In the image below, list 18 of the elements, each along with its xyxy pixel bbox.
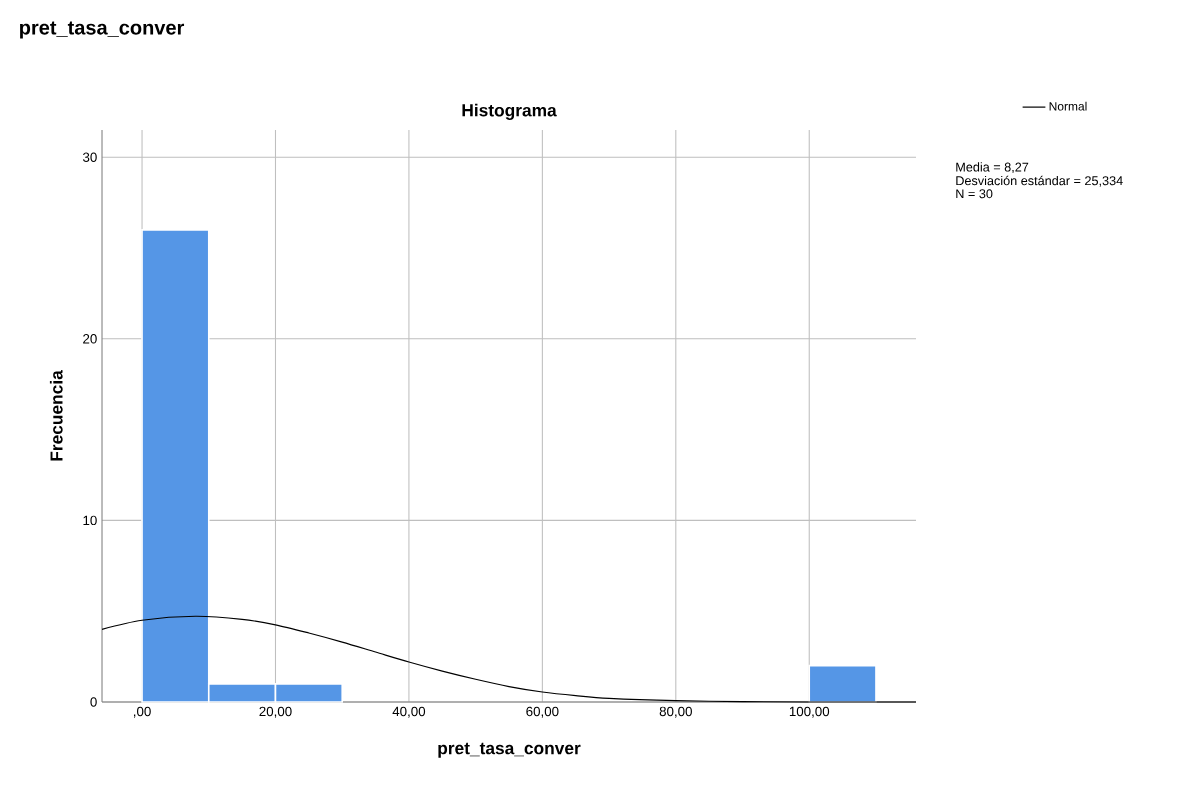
x-tick-label: 100,00 (789, 706, 830, 718)
text: Desviación estándar = 25,334 (956, 175, 1123, 187)
x-tick-label: 80,00 (659, 706, 692, 718)
x-axis-title: pret_tasa_conver (438, 742, 581, 758)
y-tick-label: 10 (83, 515, 97, 526)
y-tick-label: 20 (83, 334, 97, 344)
x-tick-label: 20,00 (259, 706, 292, 718)
chart-subtitle: Histograma (462, 103, 557, 120)
text: Media = 8,27 (956, 162, 1029, 174)
x-tick-label: ,00 (133, 706, 151, 718)
x-tick-label: 40,00 (392, 706, 426, 718)
x-tick-label: 60,00 (526, 706, 559, 718)
y-tick-label: 30 (82, 152, 97, 162)
legend-label: Normal (1049, 101, 1087, 111)
text: N = 30 (956, 189, 993, 199)
y-axis-title: Frecuencia (49, 370, 63, 461)
chart-title: pret_tasa_conver (20, 21, 185, 39)
y-tick-label: 0 (90, 697, 97, 707)
